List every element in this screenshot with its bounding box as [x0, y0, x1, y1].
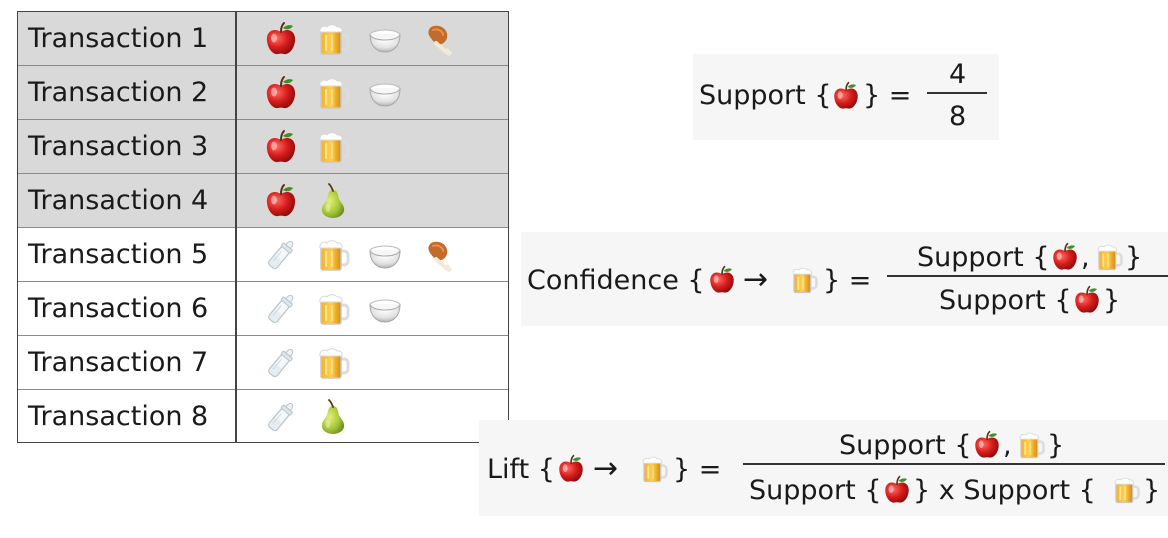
- apple-icon: [263, 75, 299, 111]
- beer-mug-icon: [639, 454, 669, 484]
- apple-icon: [263, 21, 299, 57]
- chicken-leg-icon: [419, 21, 455, 57]
- table-row: Transaction 7: [18, 336, 508, 390]
- chicken-leg-icon: [419, 237, 455, 273]
- fraction-bar: [927, 92, 987, 94]
- apple-icon: [263, 129, 299, 165]
- table-row: Transaction 8: [18, 390, 508, 444]
- beer-mug-icon: [315, 129, 351, 165]
- apple-icon: [1050, 242, 1080, 272]
- beer-mug-icon: [315, 237, 351, 273]
- rice-bowl-icon: [367, 21, 403, 57]
- beer-mug-icon: [315, 75, 351, 111]
- table-row: Transaction 1: [18, 12, 508, 66]
- pear-icon: [315, 399, 351, 435]
- confidence-num-comma: ,: [1081, 242, 1090, 273]
- apple-icon: [707, 265, 737, 295]
- rice-bowl-icon: [367, 291, 403, 327]
- fraction-bar: [743, 463, 1165, 465]
- confidence-den-suffix: }: [1103, 285, 1121, 316]
- table-row: Transaction 4: [18, 174, 508, 228]
- transaction-label: Transaction 6: [28, 293, 209, 324]
- apple-icon: [831, 81, 861, 111]
- confidence-suffix: } =: [823, 265, 872, 296]
- transaction-label: Transaction 8: [28, 401, 209, 432]
- beer-mug-icon: [315, 291, 351, 327]
- lift-den-mid: } x Support {: [913, 475, 1096, 506]
- baby-bottle-icon: [263, 237, 299, 273]
- lift-suffix: } =: [673, 454, 722, 485]
- beer-mug-icon: [1111, 475, 1141, 505]
- table-row: Transaction 5: [18, 228, 508, 282]
- rice-bowl-icon: [367, 75, 403, 111]
- transaction-label: Transaction 1: [28, 23, 209, 54]
- arrow-icon: →: [743, 262, 769, 297]
- support-numerator: 4: [949, 59, 967, 90]
- transaction-label: Transaction 5: [28, 239, 209, 270]
- lift-den-prefix: Support {: [749, 475, 882, 506]
- apple-icon: [1072, 285, 1102, 315]
- lift-num-prefix: Support {: [839, 430, 972, 461]
- confidence-num-suffix: }: [1125, 242, 1143, 273]
- transaction-label: Transaction 3: [28, 131, 209, 162]
- confidence-num-prefix: Support {: [917, 242, 1050, 273]
- support-formula: Support { } = 4 8: [693, 54, 999, 140]
- beer-mug-icon: [315, 345, 351, 381]
- transaction-label: Transaction 4: [28, 185, 209, 216]
- transaction-label: Transaction 7: [28, 347, 209, 378]
- transaction-table: Transaction 8 Transaction 7 Transaction 6 T…: [17, 11, 509, 443]
- beer-mug-icon: [789, 265, 819, 295]
- support-suffix: } =: [863, 80, 912, 111]
- transaction-label: Transaction 2: [28, 77, 209, 108]
- confidence-formula: Confidence { → } = Support { , } Support…: [521, 232, 1168, 326]
- table-row: Transaction 6: [18, 282, 508, 336]
- lift-formula: Lift { → } = Support { , } Support { } x…: [479, 420, 1168, 516]
- baby-bottle-icon: [263, 345, 299, 381]
- apple-icon: [556, 454, 586, 484]
- support-prefix: Support {: [699, 80, 832, 111]
- lift-num-suffix: }: [1047, 430, 1065, 461]
- apple-icon: [972, 430, 1002, 460]
- baby-bottle-icon: [263, 399, 299, 435]
- confidence-prefix: Confidence {: [527, 265, 705, 296]
- beer-mug-icon: [1016, 430, 1046, 460]
- apple-icon: [263, 183, 299, 219]
- rice-bowl-icon: [367, 237, 403, 273]
- fraction-bar: [887, 275, 1168, 277]
- beer-mug-icon: [315, 21, 351, 57]
- table-row: Transaction 2: [18, 66, 508, 120]
- apple-icon: [882, 475, 912, 505]
- confidence-den-prefix: Support {: [939, 285, 1072, 316]
- support-denominator: 8: [949, 101, 967, 132]
- lift-den-suffix: }: [1143, 475, 1161, 506]
- baby-bottle-icon: [263, 291, 299, 327]
- table-row: Transaction 3: [18, 120, 508, 174]
- lift-prefix: Lift {: [487, 454, 555, 485]
- beer-mug-icon: [1094, 242, 1124, 272]
- lift-num-comma: ,: [1003, 430, 1012, 461]
- pear-icon: [315, 183, 351, 219]
- arrow-icon: →: [593, 451, 619, 486]
- column-separator: [235, 12, 237, 442]
